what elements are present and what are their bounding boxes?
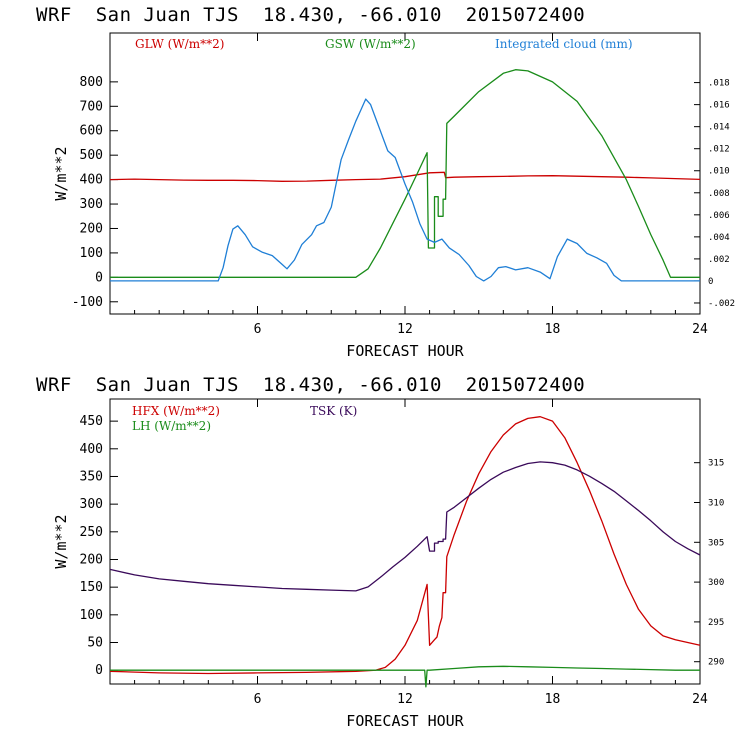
chart-1-y-tick-label: 400 xyxy=(80,173,103,188)
chart-2-series-line-1 xyxy=(109,416,701,675)
chart-1-y-tick-label: 0 xyxy=(95,270,103,285)
chart-2-legend-entry-3: TSK (K) xyxy=(310,404,357,418)
chart-1-y-tick-label: 800 xyxy=(80,75,103,90)
chart-1-right-tick-label: .004 xyxy=(708,233,730,243)
chart-1-y-tick-label: 600 xyxy=(80,124,103,139)
chart-1-right-tick-label: .016 xyxy=(708,101,730,111)
chart-1-legend-entry-1: GLW (W/m**2) xyxy=(135,37,224,51)
chart-2-y-tick-label: 400 xyxy=(80,442,103,457)
chart-2-x-tick-label: 24 xyxy=(692,692,708,707)
chart-2-right-tick-label: 300 xyxy=(708,578,724,588)
chart-2-right-tick-label: 310 xyxy=(708,498,724,508)
chart-2-legend-entry-2: LH (W/m**2) xyxy=(132,419,211,433)
chart-1-x-tick-label: 24 xyxy=(692,322,708,337)
chart-2-right-tick-label: 295 xyxy=(708,618,724,628)
chart-2-y-tick-label: 200 xyxy=(80,552,103,567)
chart-2-y-tick-label: 50 xyxy=(87,635,103,650)
chart-1-right-tick-label: -.002 xyxy=(708,299,735,309)
chart-2-plot-frame xyxy=(109,398,701,685)
chart-2-y-tick-label: 450 xyxy=(80,414,103,429)
chart-1-legend-entry-2: GSW (W/m**2) xyxy=(325,37,416,51)
chart-1-right-tick-label: 0 xyxy=(708,277,713,287)
chart-1-y-axis-label: W/m**2 xyxy=(52,146,70,200)
chart-1-series-line-2 xyxy=(110,69,700,278)
chart-1-right-tick-label: .008 xyxy=(708,189,730,199)
chart-2-y-tick-label: 350 xyxy=(80,469,103,484)
chart-1-x-tick-label: 6 xyxy=(254,322,262,337)
chart-2-title: WRF San Juan TJS 18.430, -66.010 2015072… xyxy=(36,374,586,396)
chart-2-right-tick-label: 315 xyxy=(708,459,724,469)
chart-1-y-tick-label: 100 xyxy=(80,246,103,261)
chart-1-y-tick-label: 500 xyxy=(80,148,103,163)
chart-2-x-axis-label: FORECAST HOUR xyxy=(346,712,464,730)
chart-2-legend-entry-1: HFX (W/m**2) xyxy=(132,404,220,418)
chart-1-y-tick-label: 200 xyxy=(80,221,103,236)
chart-1-x-axis-label: FORECAST HOUR xyxy=(346,342,464,360)
chart-1-right-tick-label: .018 xyxy=(708,79,730,89)
chart-2-series-line-2 xyxy=(110,665,700,688)
chart-2-x-tick-label: 18 xyxy=(545,692,561,707)
chart-2-y-tick-label: 100 xyxy=(80,608,103,623)
chart-1-y-tick-label: -100 xyxy=(72,295,103,310)
chart-2-y-tick-label: 300 xyxy=(80,497,103,512)
chart-1-right-tick-label: .010 xyxy=(708,167,730,177)
chart-1-y-tick-label: 700 xyxy=(80,99,103,114)
chart-1-title: WRF San Juan TJS 18.430, -66.010 2015072… xyxy=(36,4,586,26)
chart-1-y-tick-label: 300 xyxy=(80,197,103,212)
chart-1-series-line-1 xyxy=(109,171,701,182)
chart-2-y-tick-label: 150 xyxy=(80,580,103,595)
chart-1-legend-entry-3: Integrated cloud (mm) xyxy=(495,37,633,51)
chart-1-right-tick-label: .002 xyxy=(708,255,730,265)
chart-1-right-tick-label: .012 xyxy=(708,145,730,155)
chart-2-x-tick-label: 6 xyxy=(254,692,262,707)
chart-1-right-tick-label: .014 xyxy=(708,123,730,133)
chart-2-right-tick-label: 305 xyxy=(708,538,724,548)
chart-1-series-line-3 xyxy=(110,98,700,282)
chart-2-x-tick-label: 12 xyxy=(397,692,413,707)
chart-2-y-axis-label: W/m**2 xyxy=(52,514,70,568)
chart-2-right-tick-label: 290 xyxy=(708,658,724,668)
chart-2-y-tick-label: 0 xyxy=(95,663,103,678)
chart-2-y-tick-label: 250 xyxy=(80,525,103,540)
chart-1-x-tick-label: 18 xyxy=(545,322,561,337)
chart-1-right-tick-label: .006 xyxy=(708,211,730,221)
chart-1-x-tick-label: 12 xyxy=(397,322,413,337)
chart-2-series-line-3 xyxy=(109,461,701,592)
